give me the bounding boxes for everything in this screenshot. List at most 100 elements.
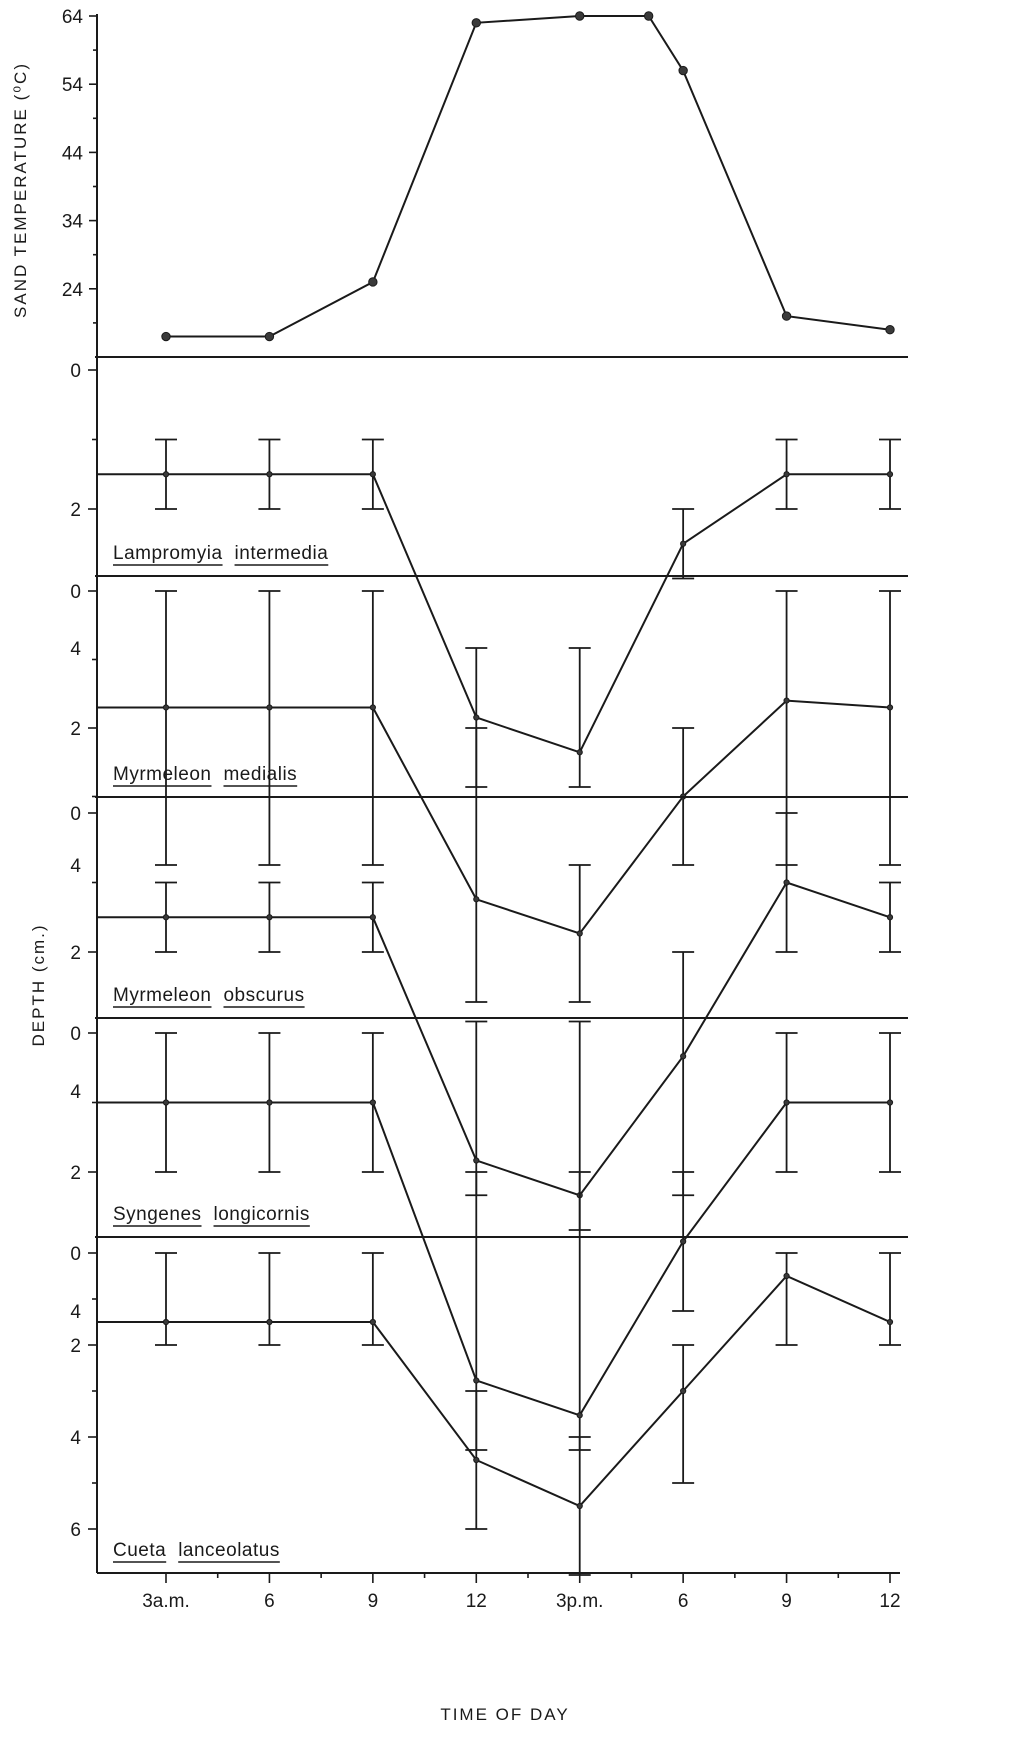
depth-y-tick-label: 0 <box>70 1244 81 1265</box>
depth-panel-1: 0 2 4 Lampromyia intermedia <box>70 356 908 788</box>
depth-point <box>162 1318 170 1326</box>
depth-panel-4: 0 2 4 Syngenes longicornis <box>70 1017 908 1451</box>
depth-line <box>97 1274 891 1508</box>
depth-y-tick-label: 2 <box>70 1336 81 1357</box>
depth-point <box>266 704 273 711</box>
depth-point <box>576 749 583 756</box>
depth-point <box>886 1099 894 1106</box>
depth-point <box>576 1412 583 1419</box>
species-name-word: obscurus <box>223 985 304 1006</box>
depth-point <box>369 471 376 478</box>
x-tick-label: 6 <box>264 1591 275 1612</box>
species-name-word: longicornis <box>214 1204 310 1225</box>
depth-y-tick-label: 0 <box>70 361 81 382</box>
species-name-word: intermedia <box>235 543 329 564</box>
species-name-word: Syngenes <box>113 1204 202 1225</box>
depth-point <box>473 1377 480 1384</box>
temperature-point <box>575 11 585 21</box>
depth-y-tick-label: 0 <box>70 1024 81 1045</box>
depth-point <box>886 914 894 921</box>
depth-point <box>473 1456 480 1464</box>
depth-point <box>680 1053 687 1060</box>
depth-y-tick-label: 4 <box>70 1082 81 1103</box>
depth-point <box>886 704 894 711</box>
depth-line <box>97 881 891 1197</box>
depth-point <box>473 896 480 903</box>
depth-point <box>576 1502 583 1510</box>
depth-y-tick-label: 4 <box>70 1428 81 1449</box>
depth-line <box>97 699 891 935</box>
depth-point <box>162 704 170 711</box>
depth-point <box>369 704 376 711</box>
depth-y-tick-label: 6 <box>70 1520 81 1541</box>
x-tick-label: 12 <box>879 1591 900 1612</box>
depth-point <box>266 471 273 478</box>
depth-point <box>473 714 480 721</box>
species-name-word: Lampromyia <box>113 543 223 564</box>
x-tick-label: 6 <box>678 1591 689 1612</box>
temperature-point <box>678 65 688 76</box>
species-name-word: lanceolatus <box>178 1540 280 1561</box>
depth-point <box>266 914 273 921</box>
depth-point <box>783 697 790 704</box>
depth-line <box>97 1101 890 1417</box>
depth-point <box>266 1318 273 1326</box>
temperature-axis-label: SAND TEMPERATURE (⁰C) <box>11 62 30 318</box>
depth-line <box>97 473 890 754</box>
species-name-word: Myrmeleon <box>113 985 211 1006</box>
x-axis: 3a.m. 6 9 12 3p.m. 6 9 12 <box>97 1572 901 1612</box>
time-axis-label: TIME OF DAY <box>440 1705 569 1724</box>
temperature-y-tick-label: 34 <box>62 212 84 233</box>
depth-point <box>680 1387 687 1395</box>
depth-point <box>369 914 376 921</box>
depth-y-tick-label: 4 <box>70 856 81 877</box>
temperature-y-tick-label: 44 <box>62 143 84 164</box>
depth-point <box>576 930 583 937</box>
depth-point <box>162 471 170 478</box>
depth-panel-3: 0 2 4 Myrmeleon obscurus <box>70 796 908 1231</box>
depth-y-tick-label: 4 <box>70 639 81 660</box>
depth-point <box>783 1099 790 1106</box>
x-tick-label: 3p.m. <box>556 1591 604 1612</box>
depth-panel-2: 0 2 4 Myrmeleon medialis <box>70 575 908 1003</box>
temperature-point <box>885 325 895 335</box>
depth-point <box>162 1099 170 1106</box>
depth-point <box>369 1099 376 1106</box>
temperature-y-tick-label: 54 <box>62 75 84 96</box>
temperature-point <box>368 277 378 287</box>
x-tick-label: 12 <box>466 1591 487 1612</box>
depth-y-tick-label: 2 <box>70 719 81 740</box>
depth-y-tick-label: 4 <box>70 1302 81 1323</box>
depth-point <box>886 1318 894 1326</box>
depth-axis-label: DEPTH (cm.) <box>29 923 48 1046</box>
depth-y-tick-label: 0 <box>70 804 81 825</box>
depth-y-tick-label: 0 <box>70 582 81 603</box>
x-tick-label: 9 <box>781 1591 792 1612</box>
x-tick-label: 9 <box>368 1591 379 1612</box>
temperature-point <box>264 331 275 342</box>
depth-y-tick-label: 2 <box>70 500 81 521</box>
depth-y-tick-label: 2 <box>70 943 81 964</box>
temperature-point <box>471 18 481 28</box>
temperature-point <box>161 331 171 342</box>
temperature-y-tick-label: 24 <box>62 280 84 301</box>
depth-point <box>680 540 687 547</box>
temperature-point <box>643 11 654 21</box>
depth-y-tick-label: 2 <box>70 1163 81 1184</box>
depth-point <box>886 471 894 478</box>
depth-point <box>473 1157 480 1164</box>
species-name-word: Cueta <box>113 1540 166 1561</box>
depth-point <box>680 1238 687 1245</box>
temperature-y-tick-label: 64 <box>62 7 84 28</box>
temperature-point <box>781 311 792 321</box>
depth-point <box>783 471 790 478</box>
depth-point <box>783 1272 790 1280</box>
depth-point <box>266 1099 273 1106</box>
temperature-panel: 24 34 44 54 64 <box>62 7 895 357</box>
species-name-word: medialis <box>223 764 297 785</box>
depth-point <box>783 879 790 886</box>
depth-panel-5: 0 2 4 6 Cueta lanceolatus <box>70 1236 908 1576</box>
depth-point <box>162 914 170 921</box>
